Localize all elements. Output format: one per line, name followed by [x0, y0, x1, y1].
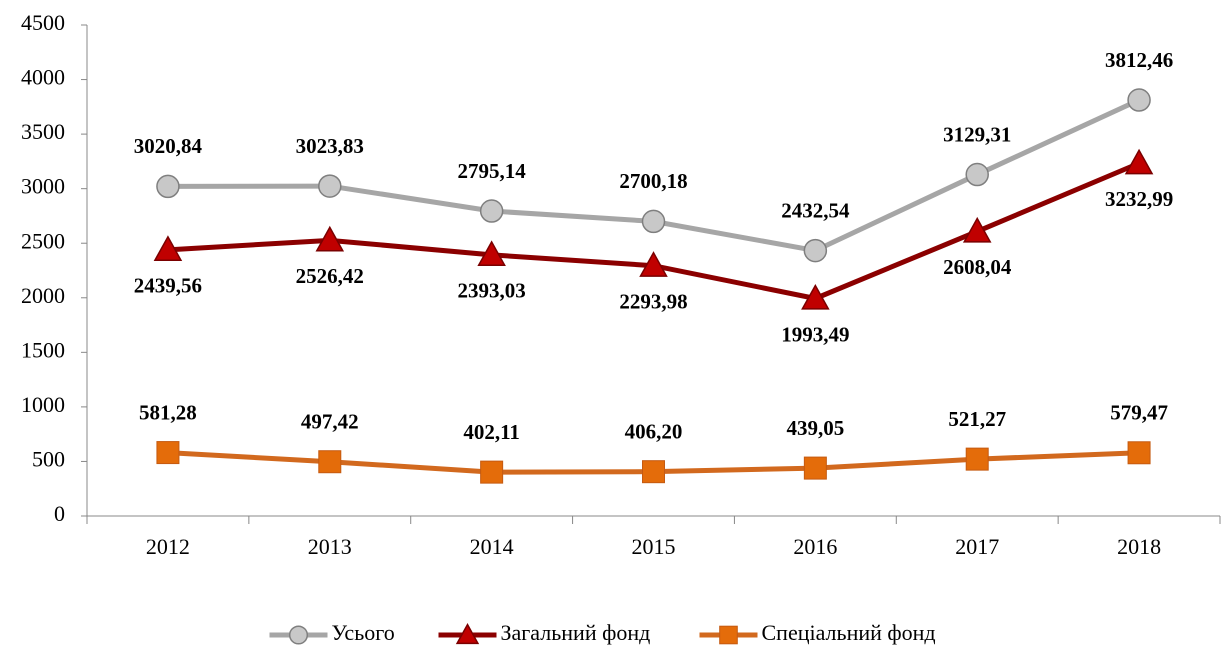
y-tick-label: 1500: [21, 337, 65, 362]
marker: [318, 174, 342, 198]
data-label: 3023,83: [296, 134, 364, 158]
legend: Усього Загальний фонд Спеціальний фонд: [269, 620, 936, 645]
marker: [803, 456, 827, 480]
marker: [1127, 441, 1151, 465]
data-label: 2393,03: [458, 279, 526, 303]
data-label: 2608,04: [943, 255, 1012, 279]
marker: [639, 251, 668, 277]
data-label: 402,11: [463, 420, 520, 444]
data-label: 579,47: [1110, 401, 1168, 425]
data-label: 2700,18: [619, 169, 687, 193]
y-tick-label: 4000: [21, 65, 65, 90]
marker: [479, 199, 504, 223]
data-label: 3812,46: [1105, 48, 1173, 72]
y-tick-label: 2000: [21, 283, 65, 308]
y-tick-label: 500: [32, 446, 65, 471]
marker: [641, 209, 666, 234]
marker: [965, 162, 989, 187]
data-label: 3020,84: [134, 134, 203, 158]
data-label: 2795,14: [458, 159, 527, 183]
marker: [965, 447, 989, 471]
data-label: 2526,42: [296, 264, 364, 288]
marker: [477, 240, 506, 267]
marker: [288, 625, 309, 645]
marker: [801, 283, 830, 310]
marker: [315, 225, 345, 252]
legend-label: Загальний фонд: [501, 620, 651, 645]
marker: [719, 625, 738, 645]
data-label: 2293,98: [619, 290, 687, 314]
data-label: 439,05: [786, 416, 844, 440]
marker: [1124, 148, 1154, 175]
legend-label: Спеціальний фонд: [762, 620, 936, 645]
x-tick-label: 2017: [955, 534, 999, 559]
data-label: 497,42: [301, 410, 359, 434]
x-tick-label: 2016: [793, 534, 837, 559]
data-label: 581,28: [139, 400, 197, 424]
y-tick-label: 0: [54, 501, 65, 526]
marker: [318, 450, 342, 474]
y-tick-label: 3500: [21, 119, 65, 144]
marker: [803, 238, 828, 263]
data-label: 406,20: [625, 419, 683, 443]
marker: [156, 174, 180, 199]
marker: [1127, 88, 1151, 112]
y-tick-label: 2500: [21, 228, 65, 253]
x-tick-label: 2014: [470, 534, 514, 559]
marker: [642, 460, 665, 484]
y-tick-label: 3000: [21, 174, 65, 199]
y-tick-label: 1000: [21, 392, 65, 417]
marker: [480, 460, 504, 484]
data-label: 3129,31: [943, 122, 1011, 146]
data-label: 1993,49: [781, 322, 849, 346]
data-label: 2439,56: [134, 274, 202, 298]
legend-label: Усього: [332, 620, 395, 645]
x-tick-label: 2013: [308, 534, 352, 559]
marker: [962, 216, 992, 243]
data-label: 2432,54: [781, 198, 850, 222]
x-tick-label: 2015: [632, 534, 676, 559]
marker: [455, 623, 480, 645]
data-label: 521,27: [948, 407, 1006, 431]
y-tick-label: 4500: [21, 10, 65, 35]
data-label: 3232,99: [1105, 187, 1173, 211]
x-tick-label: 2012: [146, 534, 190, 559]
marker: [153, 235, 183, 261]
marker: [156, 441, 180, 465]
x-tick-label: 2018: [1117, 534, 1161, 559]
